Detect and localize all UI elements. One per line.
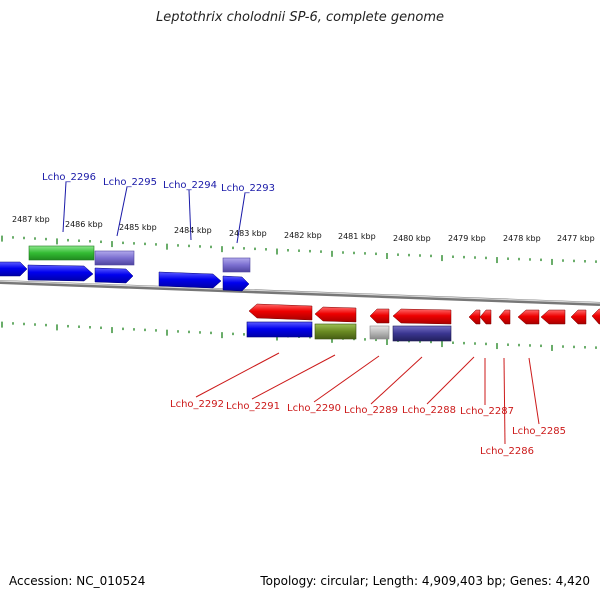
gene-block[interactable] [28, 245, 95, 261]
gene-label[interactable]: Lcho_2292 [170, 399, 224, 410]
gene-block[interactable] [246, 321, 313, 338]
gene-arrow-forward[interactable] [0, 261, 28, 277]
gene-labels-bottom: Lcho_2292 Lcho_2291 Lcho_2290 Lcho_2289 … [170, 399, 566, 457]
gene-label[interactable]: Lcho_2296 [42, 172, 96, 183]
gene-block[interactable] [369, 325, 390, 340]
gene-arrow-reverse[interactable] [392, 308, 452, 325]
cog-track-bottom [246, 321, 452, 342]
gene-arrow-reverse[interactable] [468, 309, 481, 325]
gene-arrow-reverse[interactable] [479, 309, 492, 325]
gene-label[interactable]: Lcho_2287 [460, 406, 514, 417]
gene-arrow-reverse[interactable] [591, 308, 600, 325]
genome-info-text: Topology: circular; Length: 4,909,403 bp… [260, 574, 590, 588]
gene-arrow-reverse[interactable] [314, 306, 357, 323]
gene-label[interactable]: Lcho_2291 [226, 401, 280, 412]
gene-labels-top: Lcho_2296 Lcho_2295 Lcho_2294 Lcho_2293 [42, 172, 275, 194]
kbp-label: 2486 kbp [65, 220, 103, 229]
reverse-strand-track [248, 303, 600, 325]
kbp-label: 2484 kbp [174, 226, 212, 235]
gene-label[interactable]: Lcho_2294 [163, 180, 217, 191]
gene-arrow-reverse[interactable] [369, 308, 390, 324]
kbp-label: 2485 kbp [119, 223, 157, 232]
gene-label[interactable]: Lcho_2285 [512, 426, 566, 437]
gene-arrow-reverse[interactable] [570, 309, 587, 325]
map-title: Leptothrix cholodnii SP-6, complete geno… [156, 10, 444, 25]
gene-arrow-reverse[interactable] [517, 309, 540, 325]
kbp-label: 2478 kbp [503, 234, 541, 243]
label-leaders-top [62, 181, 246, 244]
kbp-label: 2487 kbp [12, 215, 50, 224]
gene-label[interactable]: Lcho_2293 [221, 183, 275, 194]
gene-arrow-forward[interactable] [222, 275, 250, 292]
cog-track-top [28, 245, 251, 273]
kbp-label: 2477 kbp [557, 234, 595, 243]
gene-arrow-reverse[interactable] [540, 309, 566, 325]
kbp-label: 2481 kbp [338, 232, 376, 241]
gene-label[interactable]: Lcho_2289 [344, 405, 398, 416]
kbp-label: 2482 kbp [284, 231, 322, 240]
gene-label[interactable]: Lcho_2288 [402, 405, 456, 416]
gene-arrow-forward[interactable] [27, 264, 94, 282]
kbp-label: 2483 kbp [229, 229, 267, 238]
gene-arrow-forward[interactable] [94, 267, 134, 284]
gene-label[interactable]: Lcho_2295 [103, 177, 157, 188]
gene-arrow-reverse[interactable] [248, 303, 313, 321]
gene-label[interactable]: Lcho_2286 [480, 446, 534, 457]
gene-block[interactable] [314, 323, 357, 340]
kbp-label: 2480 kbp [393, 234, 431, 243]
kbp-label: 2479 kbp [448, 234, 486, 243]
scale-labels: 2487 kbp 2486 kbp 2485 kbp 2484 kbp 2483… [12, 215, 595, 243]
gene-arrow-reverse[interactable] [498, 309, 511, 325]
genome-backbone [0, 280, 600, 306]
gene-arrow-forward[interactable] [158, 271, 222, 289]
gene-block[interactable] [392, 325, 452, 342]
gene-block[interactable] [94, 250, 135, 266]
label-leaders-bottom [195, 352, 540, 445]
scale-ticks-top [1, 235, 597, 265]
accession-text: Accession: NC_010524 [9, 574, 146, 588]
gene-block[interactable] [222, 257, 251, 273]
forward-strand-track [0, 261, 250, 292]
gene-label[interactable]: Lcho_2290 [287, 403, 341, 414]
